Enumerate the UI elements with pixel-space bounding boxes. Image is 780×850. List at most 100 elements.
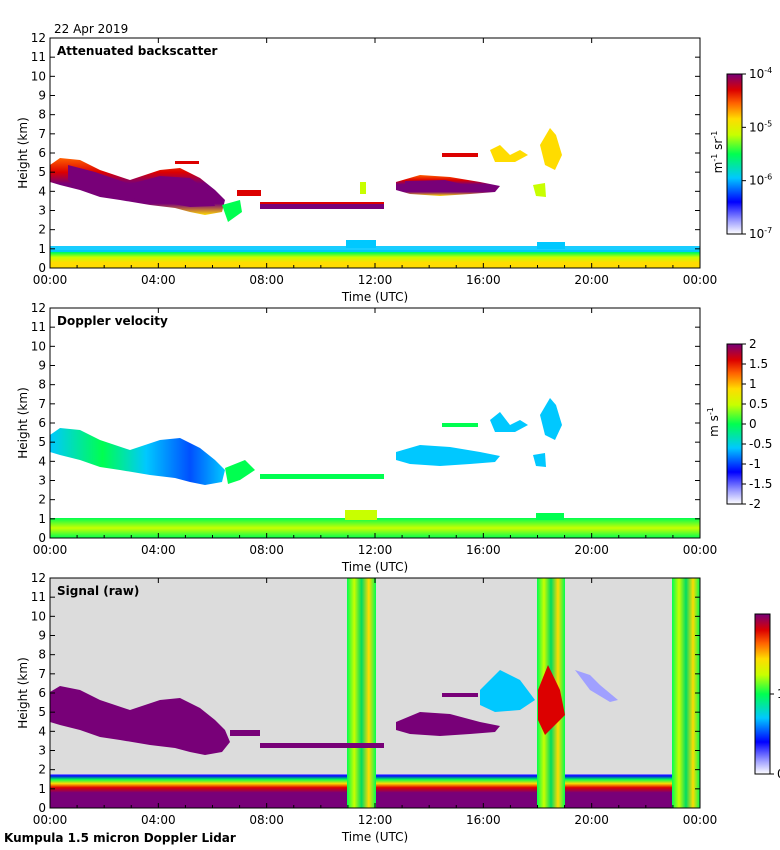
y-tick-label: 3	[38, 204, 46, 218]
colorbar	[754, 613, 771, 775]
x-tick-label: 12:00	[358, 813, 393, 827]
signal-faint-patch	[575, 670, 618, 702]
y-tick-label: 8	[38, 108, 46, 122]
thin-layer-top	[260, 202, 384, 204]
x-tick-label: 16:00	[466, 273, 501, 287]
x-tick-label: 00:00	[33, 543, 68, 557]
velocity-plume	[540, 398, 562, 440]
colorbar-tick-exponent: -5	[764, 119, 772, 128]
panel-title: Doppler velocity	[57, 314, 168, 328]
date-label: 22 Apr 2019	[54, 22, 128, 36]
y-tick-label: 12	[31, 31, 46, 45]
x-axis: 00:00 04:00 08:00 12:00 16:00 20:00 00:00	[33, 38, 718, 287]
x-tick-label: 20:00	[574, 543, 609, 557]
velocity-bump-1	[345, 510, 377, 520]
y-tick-label: 1	[38, 782, 46, 796]
colorbar	[726, 343, 743, 505]
colorbar-tick-label: 1	[777, 687, 780, 701]
colorbar-tick-label: -1.5	[749, 477, 772, 491]
y-tick-label: 5	[38, 165, 46, 179]
x-tick-label: 08:00	[249, 273, 284, 287]
x-tick-label: 00:00	[33, 273, 68, 287]
y-tick-label: 3	[38, 474, 46, 488]
x-tick-label: 20:00	[574, 813, 609, 827]
y-tick-label: 10	[31, 339, 46, 353]
velocity-cloud-patchy	[490, 412, 528, 432]
y-tick-label: 4	[38, 184, 46, 198]
x-axis: 00:00 04:00 08:00 12:00 16:00 20:00 00:00	[33, 578, 717, 827]
y-tick-label: 9	[38, 359, 46, 373]
y-tick-label: 4	[38, 454, 46, 468]
colorbar-tick-label: 10-5	[749, 119, 772, 134]
velocity-thin-layer	[260, 474, 384, 479]
colorbar-tick-label: -1	[749, 457, 761, 471]
bl-bump-2	[537, 242, 565, 249]
y-tick-label: 11	[31, 590, 46, 604]
colorbar-tick-label: 0.99	[777, 767, 780, 781]
colorbar-tick-label: 10-4	[749, 66, 772, 81]
y-tick-label: 12	[31, 571, 46, 585]
y-tick-label: 6	[38, 146, 46, 160]
plot-area	[50, 38, 700, 268]
y-axis-label: Height (km)	[16, 657, 30, 728]
cloud-fallstreak	[533, 183, 546, 197]
panel-doppler: 00:00 04:00 08:00 12:00 16:00 20:00 00:00 0123…	[16, 301, 772, 574]
colorbar-ticks: 2 1.5 1 0.5 0 -0.5 -1 -1.5 -2	[742, 337, 772, 511]
y-tick-label: 5	[38, 705, 46, 719]
y-tick-label: 10	[31, 609, 46, 623]
colorbar-tick-label: 1.5	[749, 357, 768, 371]
y-tick-label: 2	[38, 493, 46, 507]
y-tick-label: 0	[38, 531, 46, 545]
boundary-layer-top	[50, 246, 700, 252]
y-tick-label: 8	[38, 648, 46, 662]
colorbar-tick-label: 10-7	[749, 226, 772, 241]
y-axis-label: Height (km)	[16, 117, 30, 188]
footer-label: Kumpula 1.5 micron Doppler Lidar	[4, 831, 236, 845]
velocity-cloud-mid	[396, 445, 500, 466]
velocity-cloud-high	[442, 423, 478, 427]
signal-cloud-patch	[230, 730, 260, 736]
y-tick-label: 11	[31, 320, 46, 334]
cloud-plume	[540, 128, 562, 170]
signal-plume	[538, 665, 565, 735]
cloud-early-core	[68, 165, 215, 207]
panel-signal: 00:00 04:00 08:00 12:00 16:00 20:00 00:00 0123…	[16, 571, 780, 844]
x-tick-label: 00:00	[683, 273, 718, 287]
colorbar-tick-label: 10-6	[749, 173, 772, 188]
signal-cloud-mid	[396, 712, 500, 736]
cloud-high	[442, 153, 478, 157]
x-axis-label: Time (UTC)	[341, 290, 408, 304]
cloud-streak	[175, 161, 199, 164]
velocity-data	[50, 398, 700, 538]
signal-cloud-high	[442, 693, 478, 697]
y-tick-label: 3	[38, 744, 46, 758]
y-tick-label: 0	[38, 261, 46, 275]
plot-area	[50, 308, 700, 538]
panel-backscatter: 00:00 04:00 08:00 12:00 16:00 20:00 00:00 0123…	[16, 31, 772, 304]
x-tick-label: 00:00	[683, 543, 718, 557]
velocity-cloud-tail	[225, 460, 255, 484]
colorbar-tick-label: 2	[749, 337, 757, 351]
colorbar-ticks: 10.99	[770, 687, 780, 781]
panel-title: Signal (raw)	[57, 584, 139, 598]
velocity-cloud-early	[50, 428, 225, 485]
colorbar-tick-label: 0.5	[749, 397, 768, 411]
y-axis-label: Height (km)	[16, 387, 30, 458]
signal-cloud-early	[50, 686, 230, 755]
cloud-patch	[237, 190, 261, 196]
y-tick-label: 5	[38, 435, 46, 449]
x-tick-label: 20:00	[574, 273, 609, 287]
velocity-boundary-layer	[50, 518, 700, 538]
y-tick-label: 6	[38, 416, 46, 430]
x-tick-label: 12:00	[358, 273, 393, 287]
colorbar-label: m-1 sr-1	[710, 131, 725, 174]
panel-title: Attenuated backscatter	[57, 44, 217, 58]
y-tick-label: 12	[31, 301, 46, 315]
colorbar-tick-exponent: -6	[764, 173, 772, 182]
x-tick-label: 04:00	[141, 543, 176, 557]
colorbar	[726, 73, 743, 235]
colorbar-tick-label: -0.5	[749, 437, 772, 451]
x-axis: 00:00 04:00 08:00 12:00 16:00 20:00 00:00	[33, 308, 718, 557]
